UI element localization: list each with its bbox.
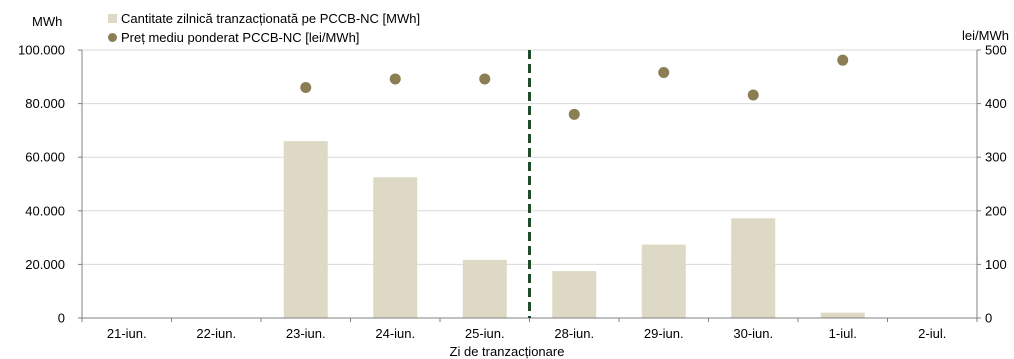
x-axis-ticks: 21-iun. 22-iun. 23-iun. 24-iun. 25-iun. 28-iu… <box>81 318 978 341</box>
right-tick-label: 100 <box>985 257 1007 272</box>
bar <box>283 141 328 318</box>
legend-label-bars: Cantitate zilnică tranzacționată pe PCCB… <box>121 11 421 26</box>
x-tick-label: 22-iun. <box>196 326 236 341</box>
left-tick-label: 60.000 <box>25 150 65 165</box>
left-axis-unit: MWh <box>32 14 63 29</box>
legend-item-dots: Preț mediu ponderat PCCB-NC [lei/MWh] <box>108 28 420 47</box>
price-point <box>568 108 580 120</box>
x-tick-label: 2-iul. <box>918 326 946 341</box>
right-tick-label: 200 <box>985 203 1007 218</box>
left-tick-label: 100.000 <box>18 43 65 58</box>
bar <box>552 271 597 318</box>
left-tick-label: 80.000 <box>25 96 65 111</box>
x-tick-label: 24-iun. <box>375 326 415 341</box>
price-point <box>837 54 849 66</box>
price-point <box>747 89 759 101</box>
legend: Cantitate zilnică tranzacționată pe PCCB… <box>108 9 420 47</box>
right-tick-label: 500 <box>985 43 1007 58</box>
price-point <box>479 73 491 85</box>
right-axis-unit: lei/MWh <box>962 28 1009 43</box>
x-axis-title: Zi de tranzacționare <box>449 344 565 359</box>
left-axis-ticks: 0 20.000 40.000 60.000 80.000 100.000 <box>18 43 82 326</box>
bar <box>820 312 865 318</box>
price-point <box>658 67 670 79</box>
x-tick-label: 30-iun. <box>733 326 773 341</box>
bar <box>641 244 686 318</box>
left-tick-label: 20.000 <box>25 257 65 272</box>
legend-item-bars: Cantitate zilnică tranzacționată pe PCCB… <box>108 9 420 28</box>
x-tick-label: 25-iun. <box>465 326 505 341</box>
x-tick-label: 23-iun. <box>286 326 326 341</box>
left-tick-label: 40.000 <box>25 203 65 218</box>
x-tick-label: 1-iul. <box>829 326 857 341</box>
right-tick-label: 300 <box>985 150 1007 165</box>
x-tick-label: 21-iun. <box>107 326 147 341</box>
bar <box>373 177 418 318</box>
x-tick-label: 29-iun. <box>644 326 684 341</box>
right-tick-label: 0 <box>985 311 992 326</box>
left-tick-label: 0 <box>58 311 65 326</box>
bar <box>731 218 776 318</box>
legend-swatch-bar <box>108 14 117 23</box>
legend-label-dots: Preț mediu ponderat PCCB-NC [lei/MWh] <box>121 30 360 45</box>
price-point <box>300 82 312 94</box>
bar <box>462 259 507 318</box>
x-tick-label: 28-iun. <box>554 326 594 341</box>
price-point <box>389 73 401 85</box>
right-axis-ticks: 0 100 200 300 400 500 <box>977 43 1007 326</box>
bar-series <box>283 141 865 318</box>
legend-swatch-dot <box>108 33 117 42</box>
right-tick-label: 400 <box>985 96 1007 111</box>
scatter-series <box>300 54 849 120</box>
